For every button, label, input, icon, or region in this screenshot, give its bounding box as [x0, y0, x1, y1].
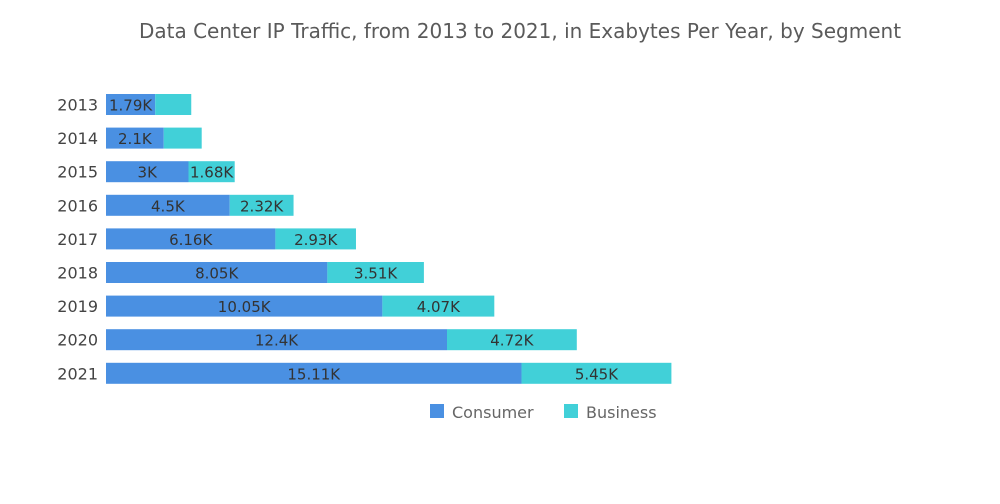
bar-consumer [106, 362, 522, 384]
y-tick-label: 2018 [57, 264, 98, 283]
data-label: 1.79K [109, 97, 153, 115]
bar-consumer [106, 262, 328, 283]
data-label: 3K [138, 164, 159, 182]
y-axis-labels: 2013 2014 2015 2016 2017 2018 2019 2020 2021 [57, 96, 98, 384]
y-tick-label: 2017 [57, 230, 98, 249]
y-tick-label: 2015 [57, 163, 98, 182]
bar-business [229, 194, 294, 216]
legend-swatch-business [564, 404, 578, 418]
bar-business [163, 127, 202, 149]
data-label: 10.05K [218, 298, 272, 316]
bar-business [447, 329, 577, 351]
bar-consumer [106, 228, 276, 250]
legend-label-consumer: Consumer [452, 403, 534, 422]
data-label: 1.68K [190, 164, 234, 182]
y-tick-label: 2019 [57, 297, 98, 316]
bar-business [155, 94, 192, 115]
data-label: 2.93K [294, 231, 338, 249]
data-label: 5.45K [575, 365, 619, 383]
bar-consumer [106, 194, 230, 216]
data-label: 4.5K [151, 197, 186, 215]
bar-consumer [106, 94, 156, 115]
legend-label-business: Business [586, 403, 657, 422]
y-tick-label: 2016 [57, 196, 98, 215]
y-tick-label: 2021 [57, 364, 98, 383]
y-tick-label: 2013 [57, 96, 98, 115]
bar-business [275, 228, 356, 250]
bar-business [521, 362, 672, 384]
bar-consumer [106, 127, 164, 149]
data-label: 2.32K [240, 197, 284, 215]
bar-consumer [106, 295, 383, 317]
data-label: 4.07K [417, 298, 461, 316]
y-tick-label: 2020 [57, 331, 98, 350]
y-tick-label: 2014 [57, 129, 98, 148]
bar-consumer [106, 329, 447, 351]
bar-business [327, 262, 424, 283]
data-label: 6.16K [169, 231, 213, 249]
chart-title: Data Center IP Traffic, from 2013 to 202… [139, 19, 901, 43]
data-label: 3.51K [354, 265, 398, 283]
bar-business [188, 161, 235, 183]
data-label: 15.11K [287, 365, 341, 383]
data-label: 2.1K [118, 130, 153, 148]
data-label: 4.72K [490, 332, 534, 350]
legend-swatch-consumer [430, 404, 444, 418]
legend: Consumer Business [430, 403, 657, 422]
data-label: 8.05K [195, 265, 239, 283]
bar-consumer [106, 161, 189, 183]
bar-business [382, 295, 495, 317]
data-label: 12.4K [255, 332, 299, 350]
